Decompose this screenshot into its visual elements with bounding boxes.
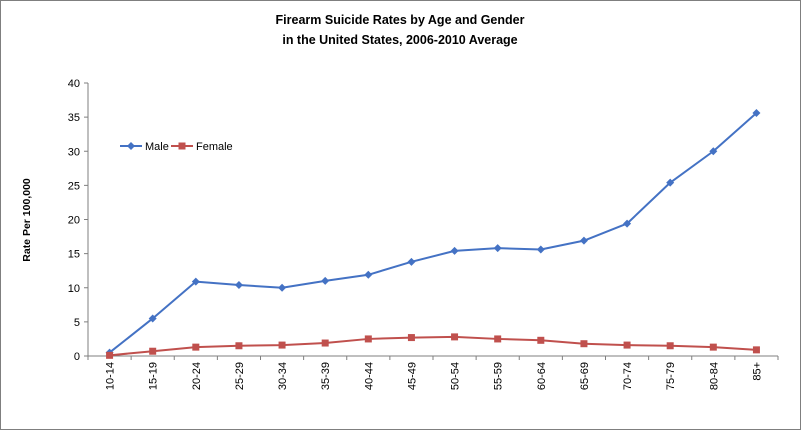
female-series-line	[109, 335, 757, 357]
female-data-point	[149, 347, 157, 355]
female-data-point	[580, 340, 588, 348]
x-axis-ticks: 10-14 15-19 20-24 25-29 30-34 35-39 40-44 45-49…	[87, 356, 779, 390]
x-tick-label: 30-34	[277, 362, 289, 390]
male-data-point	[364, 270, 373, 279]
x-tick-label: 45-49	[406, 362, 418, 390]
legend: Male Female	[120, 141, 233, 153]
legend-male-label: Male	[145, 141, 169, 153]
male-series-line	[108, 112, 758, 354]
y-tick-label: 15	[68, 249, 80, 261]
male-data-point	[579, 236, 588, 245]
female-data-point	[364, 335, 372, 343]
male-data-point	[234, 281, 243, 290]
y-tick-label: 10	[68, 283, 80, 295]
female-data-point	[235, 342, 243, 350]
female-data-point	[192, 343, 200, 351]
male-data-point	[148, 314, 157, 323]
y-axis-label: Rate Per 100,000	[21, 178, 33, 262]
female-data-point	[623, 341, 631, 349]
y-axis-ticks: 0 5 10 15 20 25 30 35 40	[68, 78, 88, 363]
female-data-point	[451, 333, 459, 341]
x-tick-label: 75-79	[665, 362, 677, 390]
male-data-point	[450, 246, 459, 255]
male-data-point	[321, 276, 330, 285]
y-tick-label: 35	[68, 112, 80, 124]
female-data-point	[278, 341, 286, 349]
x-tick-label: 55-59	[493, 362, 505, 390]
x-tick-label: 25-29	[234, 362, 246, 390]
female-data-point	[494, 335, 502, 343]
y-tick-label: 5	[74, 317, 80, 329]
male-data-point	[191, 277, 200, 286]
x-tick-label: 10-14	[105, 362, 117, 390]
chart-title-line2: in the United States, 2006-2010 Average	[282, 33, 517, 47]
female-data-point	[106, 351, 114, 359]
legend-male-marker	[127, 142, 135, 150]
x-tick-label: 85+	[751, 362, 763, 381]
x-tick-label: 80-84	[708, 362, 720, 390]
x-tick-label: 15-19	[148, 362, 160, 390]
x-tick-label: 60-64	[536, 362, 548, 390]
male-data-point	[407, 257, 416, 266]
female-data-point	[537, 336, 545, 344]
x-tick-label: 40-44	[363, 362, 375, 390]
female-data-point	[666, 342, 674, 350]
x-tick-label: 50-54	[450, 362, 462, 390]
y-tick-label: 0	[74, 351, 80, 363]
x-tick-label: 65-69	[579, 362, 591, 390]
male-data-point	[666, 178, 675, 187]
x-tick-label: 35-39	[320, 362, 332, 390]
legend-female-marker	[178, 142, 186, 150]
male-data-point	[752, 109, 761, 118]
male-data-point	[278, 283, 287, 292]
male-data-point	[493, 244, 502, 253]
x-tick-label: 20-24	[191, 362, 203, 390]
female-data-point	[407, 334, 415, 342]
male-data-point	[536, 245, 545, 254]
female-data-point	[321, 339, 329, 347]
chart-title-line1: Firearm Suicide Rates by Age and Gender	[276, 13, 525, 27]
series-layer	[105, 109, 761, 359]
male-data-point	[709, 147, 718, 156]
x-tick-label: 70-74	[622, 362, 634, 390]
female-data-point	[752, 346, 760, 354]
legend-female-label: Female	[196, 141, 233, 153]
y-tick-label: 25	[68, 180, 80, 192]
male-data-point	[623, 219, 632, 228]
y-tick-label: 20	[68, 215, 80, 227]
y-tick-label: 40	[68, 78, 80, 90]
female-data-point	[709, 343, 717, 351]
y-tick-label: 30	[68, 146, 80, 158]
